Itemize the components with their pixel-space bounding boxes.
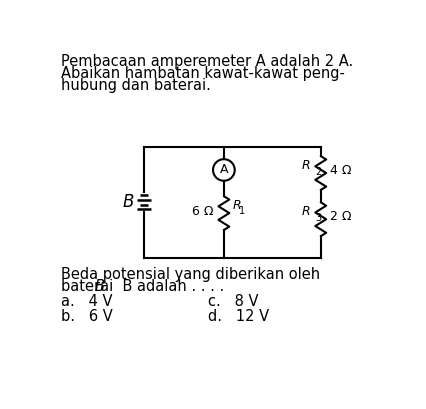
Text: B: B <box>95 279 104 294</box>
Text: 6 Ω: 6 Ω <box>191 205 213 218</box>
Text: 1: 1 <box>238 206 244 216</box>
Text: c.   8 V: c. 8 V <box>208 294 258 309</box>
Text: 3: 3 <box>314 213 321 223</box>
Text: d.   12 V: d. 12 V <box>208 308 269 324</box>
Text: Pembacaan amperemeter A adalah 2 A.: Pembacaan amperemeter A adalah 2 A. <box>61 54 353 69</box>
Text: baterai  B adalah . . . .: baterai B adalah . . . . <box>61 279 224 294</box>
Text: A: A <box>219 164 227 176</box>
Text: b.   6 V: b. 6 V <box>61 308 112 324</box>
Text: 2: 2 <box>314 166 321 177</box>
Text: Beda potensial yang diberikan oleh: Beda potensial yang diberikan oleh <box>61 267 320 282</box>
Text: a.   4 V: a. 4 V <box>61 294 112 309</box>
Text: R: R <box>301 205 309 218</box>
Text: 4 Ω: 4 Ω <box>329 164 351 177</box>
Text: 2 Ω: 2 Ω <box>329 211 351 223</box>
Text: hubung dan baterai.: hubung dan baterai. <box>61 79 210 93</box>
Text: Abaikan hambatan kawat-kawat peng-: Abaikan hambatan kawat-kawat peng- <box>61 66 344 81</box>
Text: R: R <box>232 199 240 212</box>
Text: B: B <box>123 193 134 211</box>
Text: R: R <box>301 159 309 172</box>
